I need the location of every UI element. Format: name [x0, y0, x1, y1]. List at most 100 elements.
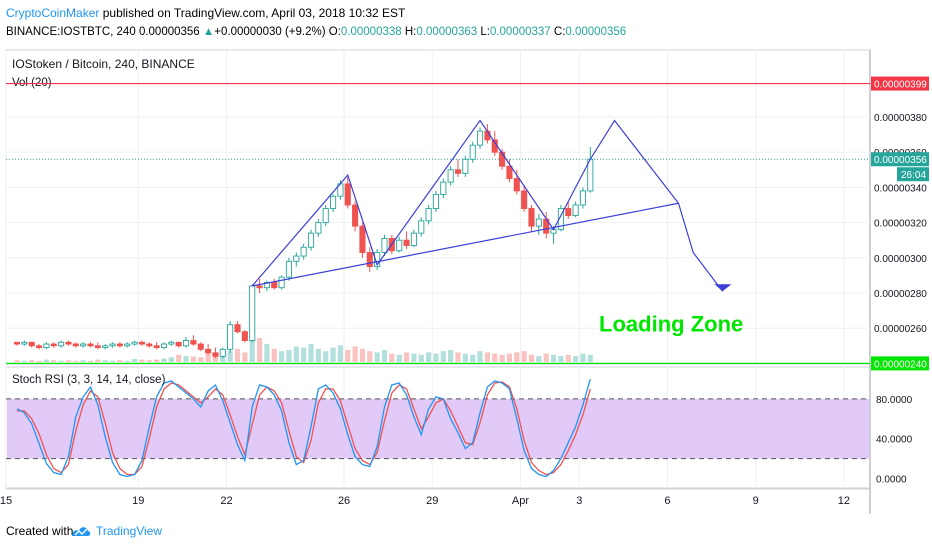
- candle: [440, 178, 447, 198]
- candle-body: [403, 239, 410, 246]
- candle: [307, 229, 315, 251]
- candle: [72, 342, 79, 348]
- volume-bar: [293, 346, 299, 362]
- candle: [528, 205, 535, 232]
- candle: [58, 340, 65, 348]
- volume-bar: [587, 354, 593, 362]
- resistance-price-label-bg: [871, 76, 929, 91]
- candle-body: [50, 343, 57, 347]
- volume-bar: [345, 350, 351, 362]
- volume-bar: [352, 346, 358, 362]
- volume-bar: [176, 354, 182, 362]
- candle-body: [307, 232, 315, 248]
- candle: [499, 148, 506, 170]
- close-label: C:: [553, 26, 566, 38]
- candle-body: [241, 331, 248, 341]
- candle-body: [396, 239, 403, 252]
- candle: [425, 205, 432, 225]
- resistance-price-label: 0.00000399: [874, 80, 927, 91]
- volume-bar: [448, 350, 454, 362]
- candle: [36, 344, 43, 350]
- tradingview-brand[interactable]: TradingView: [96, 524, 163, 538]
- published-text: published on TradingView.com, April 03, …: [102, 6, 406, 20]
- volume-bar: [212, 354, 219, 362]
- volume-bar: [242, 352, 248, 362]
- candle: [241, 329, 248, 343]
- candle-body: [87, 343, 94, 347]
- candle-body: [432, 193, 440, 209]
- candle: [469, 141, 476, 163]
- candle-body: [293, 255, 300, 262]
- volume-bar: [168, 357, 174, 362]
- candle: [285, 257, 293, 281]
- volume-bar: [462, 353, 468, 362]
- price-tick-label: 0.00000260: [874, 324, 927, 335]
- volume-bar: [506, 353, 513, 362]
- candle-body: [366, 252, 373, 268]
- candle-body: [168, 341, 175, 345]
- volume-bar: [124, 360, 130, 362]
- candle-body: [557, 208, 564, 231]
- volume-bar: [359, 348, 366, 362]
- volume-bar: [315, 348, 321, 362]
- candle: [293, 252, 300, 267]
- volume-bar: [323, 351, 329, 362]
- candle: [50, 342, 57, 348]
- price-tick-label: 0.00000320: [874, 219, 927, 230]
- candle: [579, 187, 586, 209]
- candle: [352, 201, 359, 232]
- neckline: [252, 202, 679, 287]
- volume-bar: [183, 356, 189, 362]
- time-tick-label: 22: [220, 495, 232, 507]
- volume-bar: [499, 354, 505, 362]
- volume-bar: [117, 360, 123, 362]
- low-label: L:: [480, 26, 490, 38]
- volume-bar: [271, 348, 277, 362]
- candle-body: [506, 165, 513, 180]
- candle-body: [28, 341, 35, 347]
- stoch-d-line: [17, 381, 591, 476]
- symbol-label: BINANCE:IOSTBTC, 240: [6, 26, 136, 38]
- volume-bar: [470, 354, 476, 362]
- candle: [322, 205, 329, 227]
- volume-bar: [514, 352, 520, 362]
- volume-bar: [433, 353, 439, 362]
- candle: [381, 234, 388, 257]
- candle-body: [175, 341, 182, 347]
- candle: [197, 342, 204, 352]
- candle-body: [146, 343, 153, 347]
- candle-body: [234, 324, 241, 333]
- candle: [557, 205, 564, 232]
- candle: [94, 342, 101, 350]
- volume-bar: [396, 354, 402, 362]
- candle-body: [131, 341, 138, 345]
- volume-bar: [426, 352, 432, 362]
- price-tick-label: 0.00000380: [874, 113, 927, 124]
- candle-body: [477, 130, 484, 146]
- candle: [116, 342, 123, 348]
- time-tick-label: 19: [132, 495, 144, 507]
- volume-bar: [139, 359, 145, 362]
- volume-bar: [536, 356, 542, 362]
- publisher-link[interactable]: CryptoCoinMaker: [6, 6, 100, 20]
- volume-bar: [389, 353, 395, 362]
- time-tick-label: 3: [576, 495, 582, 507]
- candle: [344, 176, 351, 209]
- high-label: H:: [404, 26, 417, 38]
- footer: Created with TradingView: [0, 516, 932, 550]
- volume-bar: [565, 354, 571, 362]
- volume-bar: [132, 359, 138, 362]
- close-value: 0.00000356: [565, 26, 627, 38]
- candle-body: [256, 285, 263, 289]
- candle-body: [65, 341, 72, 345]
- volume-bar: [381, 350, 388, 362]
- candle: [418, 217, 425, 237]
- candle-body: [102, 345, 109, 349]
- candle: [565, 201, 572, 220]
- open-value: 0.00000338: [340, 26, 402, 38]
- candle-body: [271, 281, 278, 289]
- volume-bar: [521, 351, 527, 362]
- ohlc-line: BINANCE:IOSTBTC, 240 0.00000356 ▲+0.0000…: [6, 26, 626, 38]
- time-tick-label: 6: [664, 495, 670, 507]
